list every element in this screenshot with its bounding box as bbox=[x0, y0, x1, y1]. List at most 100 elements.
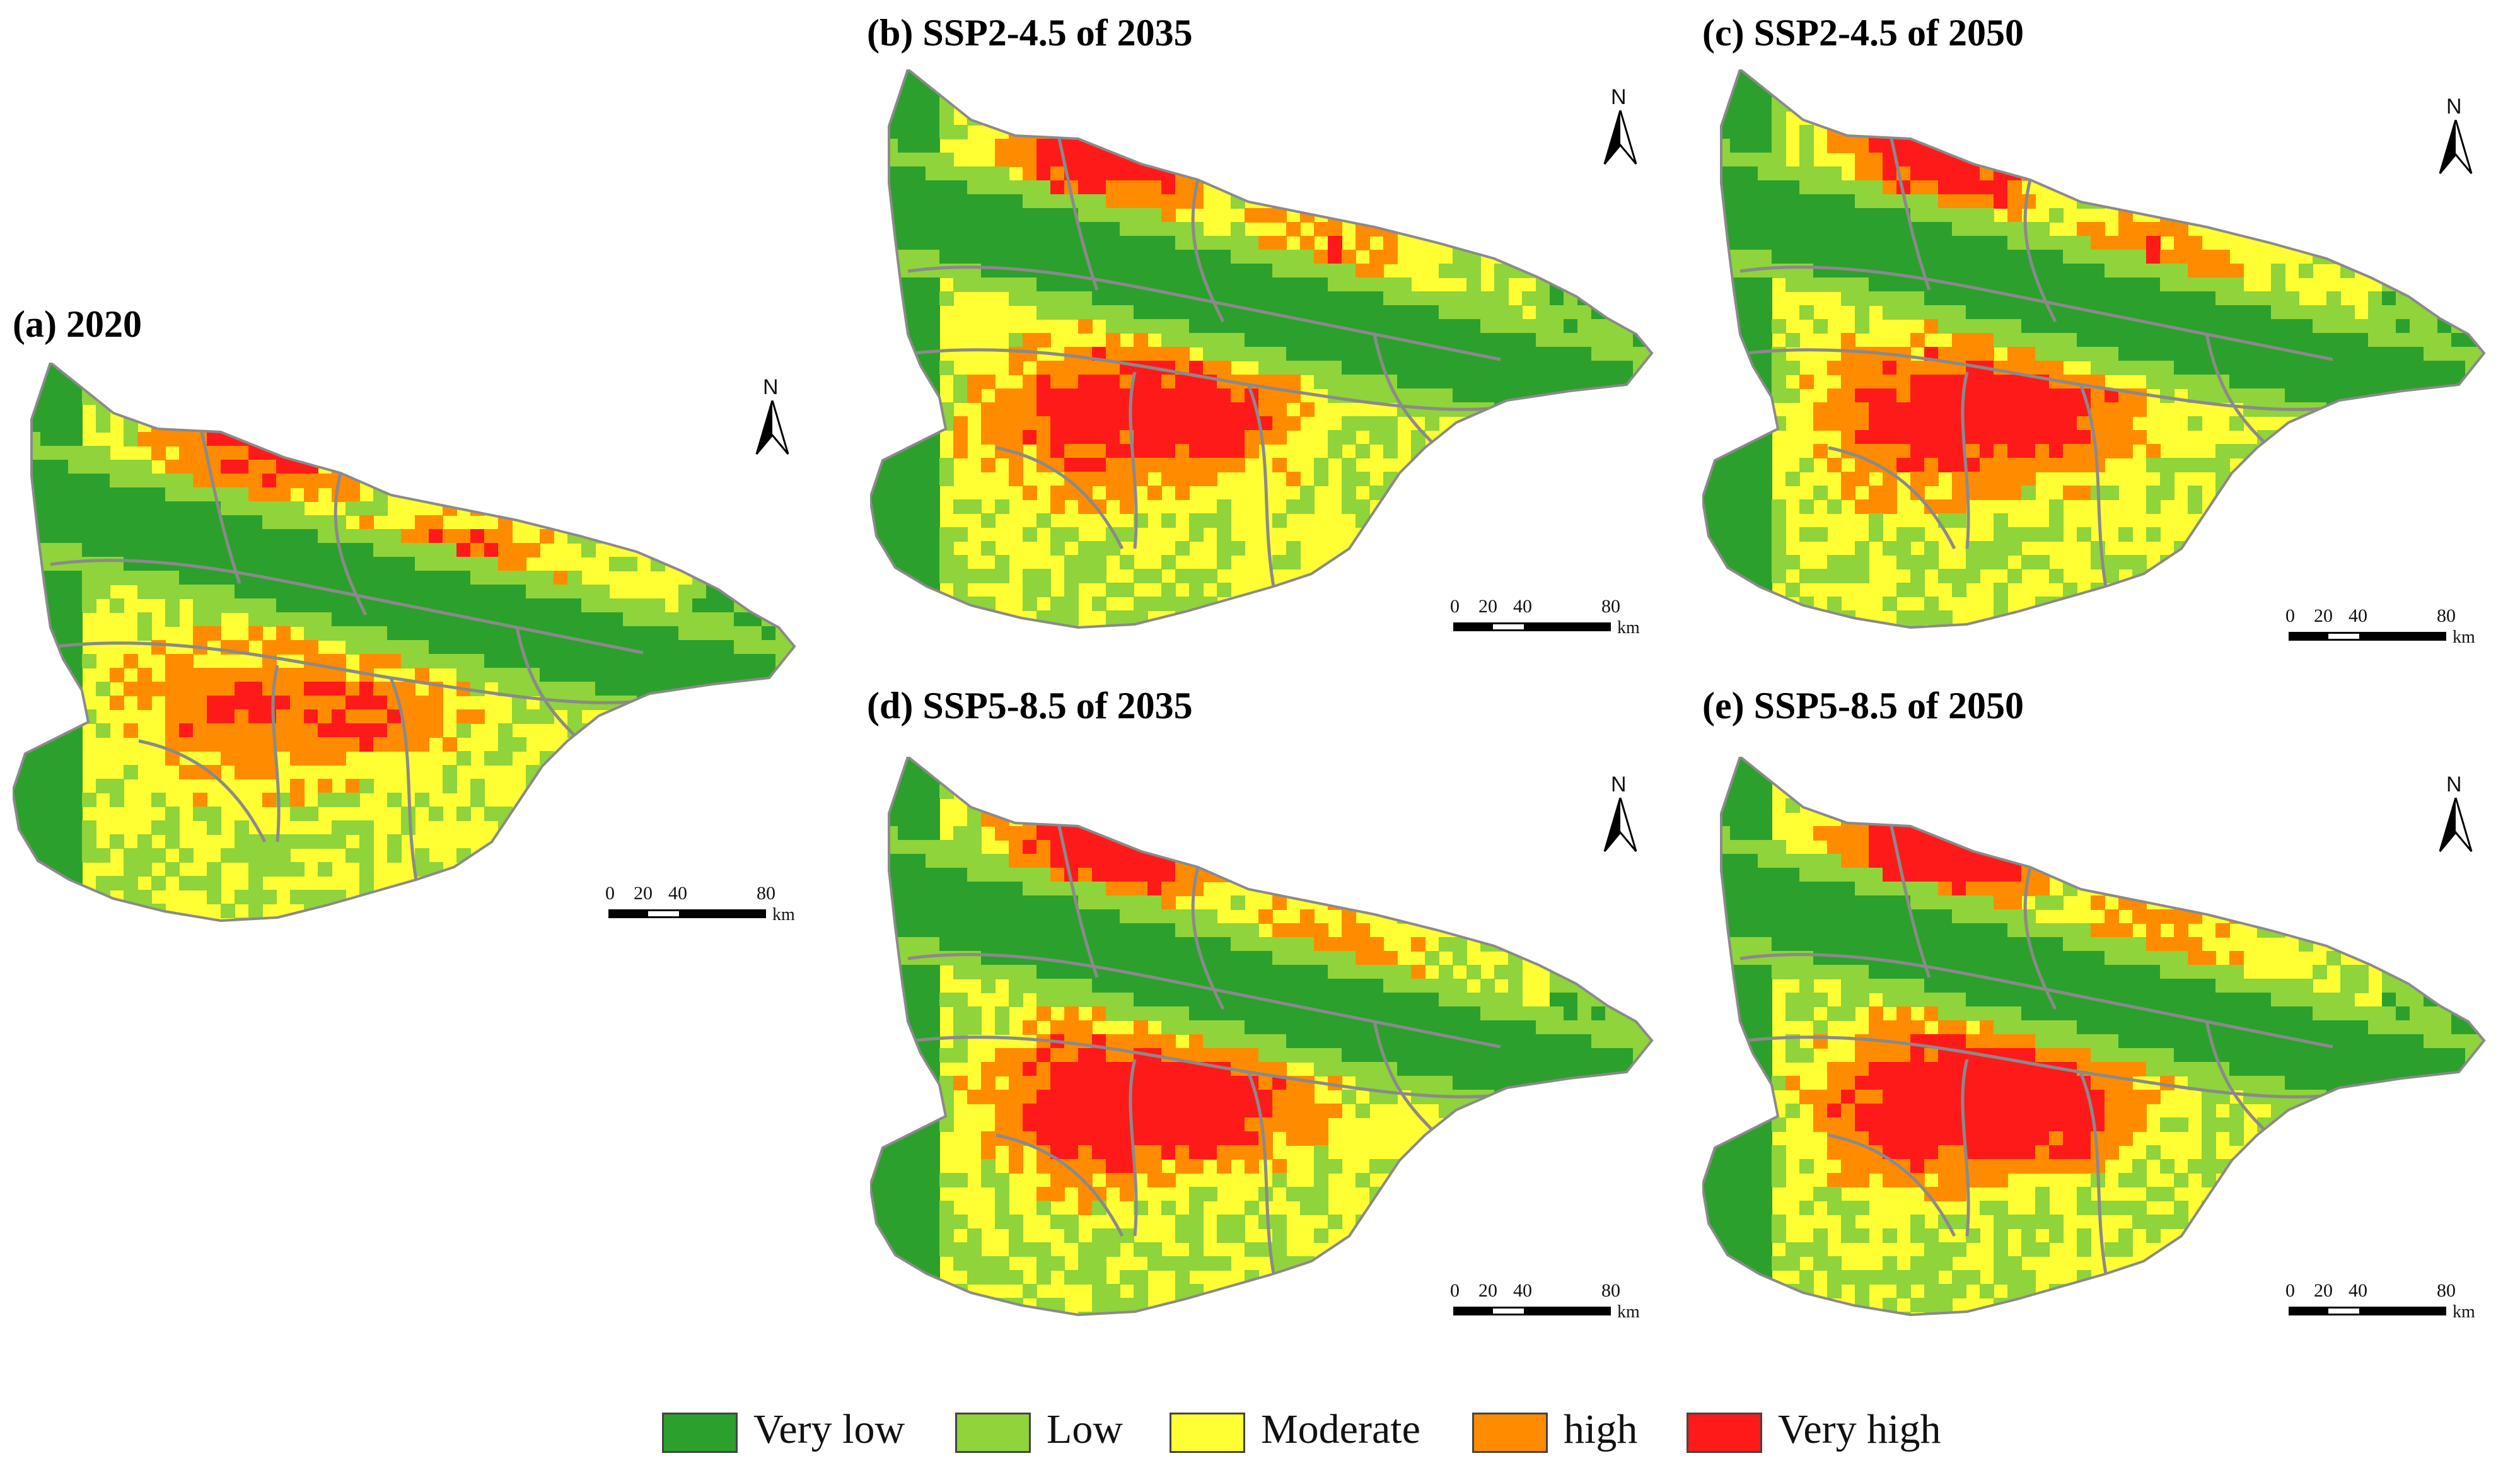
raster-cell bbox=[318, 890, 332, 904]
raster-cell bbox=[803, 585, 813, 599]
raster-cell bbox=[1272, 319, 1287, 334]
raster-cell bbox=[803, 404, 813, 419]
raster-cell bbox=[2215, 444, 2230, 458]
raster-cell bbox=[1369, 527, 1384, 542]
raster-cell bbox=[2479, 305, 2484, 320]
raster-cell bbox=[581, 682, 596, 696]
raster-cell bbox=[2118, 250, 2133, 264]
raster-cell bbox=[82, 543, 96, 557]
raster-cell bbox=[554, 862, 568, 877]
raster-cell bbox=[110, 515, 124, 530]
raster-cell bbox=[456, 654, 471, 668]
raster-cell bbox=[1092, 305, 1106, 320]
raster-cell bbox=[1466, 291, 1481, 306]
raster-cell bbox=[2105, 402, 2119, 417]
raster-cell bbox=[981, 458, 996, 472]
raster-cell bbox=[1910, 305, 1925, 320]
raster-cell bbox=[2077, 139, 2091, 153]
raster-cell bbox=[262, 612, 277, 627]
raster-cell bbox=[1120, 125, 1134, 139]
raster-cell bbox=[789, 723, 794, 738]
raster-cell bbox=[276, 668, 291, 682]
raster-cell bbox=[1425, 388, 1439, 403]
raster-cell bbox=[1661, 111, 1671, 125]
raster-cell bbox=[332, 904, 346, 918]
raster-cell bbox=[2049, 139, 2064, 153]
raster-cell bbox=[1605, 236, 1620, 250]
raster-cell bbox=[2465, 458, 2480, 472]
raster-cell bbox=[82, 487, 96, 502]
raster-cell bbox=[1189, 153, 1204, 167]
raster-cell bbox=[2465, 194, 2480, 209]
raster-cell bbox=[1647, 458, 1652, 472]
raster-cell bbox=[1716, 264, 1731, 278]
raster-cell bbox=[926, 69, 940, 84]
raster-cell bbox=[1702, 375, 1717, 389]
raster-cell bbox=[54, 487, 69, 502]
raster-cell bbox=[151, 529, 166, 544]
raster-cell bbox=[1064, 97, 1079, 112]
raster-cell bbox=[1286, 166, 1301, 181]
raster-cell bbox=[1078, 430, 1093, 445]
raster-cell bbox=[1036, 153, 1051, 167]
raster-cell bbox=[1564, 236, 1578, 250]
raster-cell bbox=[789, 709, 794, 724]
raster-cell bbox=[2424, 194, 2438, 209]
raster-cell bbox=[2424, 333, 2438, 347]
raster-cell bbox=[884, 139, 898, 153]
raster-cell bbox=[1134, 569, 1148, 583]
raster-cell bbox=[1106, 583, 1120, 597]
raster-cell bbox=[995, 277, 1009, 292]
raster-cell bbox=[540, 654, 554, 668]
raster-cell bbox=[2215, 513, 2230, 528]
raster-cell bbox=[262, 668, 277, 682]
raster-cell bbox=[1411, 347, 1425, 361]
raster-cell bbox=[1064, 277, 1079, 292]
raster-cell bbox=[1702, 388, 1717, 403]
raster-cell bbox=[2077, 416, 2091, 431]
raster-cell bbox=[2132, 305, 2147, 320]
raster-cell bbox=[2105, 291, 2119, 306]
raster-cell bbox=[1577, 444, 1592, 458]
raster-cell bbox=[1439, 527, 1453, 542]
raster-cell bbox=[926, 139, 940, 153]
raster-cell bbox=[40, 751, 55, 766]
raster-cell bbox=[1994, 416, 2008, 431]
raster-cell bbox=[221, 682, 235, 696]
raster-cell bbox=[554, 571, 568, 585]
raster-cell bbox=[1966, 430, 1980, 445]
raster-cell bbox=[1813, 264, 1828, 278]
raster-cell bbox=[179, 668, 194, 682]
raster-cell bbox=[637, 793, 651, 807]
raster-cell bbox=[1702, 277, 1717, 292]
raster-cell bbox=[484, 585, 499, 599]
raster-cell bbox=[1106, 291, 1120, 306]
raster-cell bbox=[803, 820, 813, 835]
raster-cell bbox=[332, 598, 346, 613]
raster-cell bbox=[137, 557, 152, 571]
raster-cell bbox=[498, 474, 513, 488]
raster-cell bbox=[1161, 757, 1176, 771]
raster-cell bbox=[1078, 444, 1093, 458]
raster-cell bbox=[1231, 83, 1245, 98]
raster-cell bbox=[884, 583, 898, 597]
raster-cell bbox=[1522, 319, 1536, 334]
raster-cell bbox=[1924, 97, 1939, 112]
raster-cell bbox=[1494, 569, 1509, 583]
raster-cell bbox=[318, 515, 332, 530]
raster-cell bbox=[1647, 416, 1652, 431]
raster-cell bbox=[40, 696, 55, 710]
raster-cell bbox=[13, 585, 27, 599]
raster-cell bbox=[1231, 69, 1245, 84]
raster-cell bbox=[2465, 236, 2480, 250]
raster-cell bbox=[1813, 402, 1828, 417]
raster-cell bbox=[926, 402, 940, 417]
raster-cell bbox=[1827, 569, 1842, 583]
raster-cell bbox=[1203, 513, 1217, 528]
raster-cell bbox=[1758, 125, 1772, 139]
raster-cell bbox=[1883, 291, 1897, 306]
raster-cell bbox=[2271, 361, 2285, 375]
raster-cell bbox=[2021, 139, 2036, 153]
raster-cell bbox=[1550, 333, 1564, 347]
raster-cell bbox=[2479, 499, 2484, 514]
